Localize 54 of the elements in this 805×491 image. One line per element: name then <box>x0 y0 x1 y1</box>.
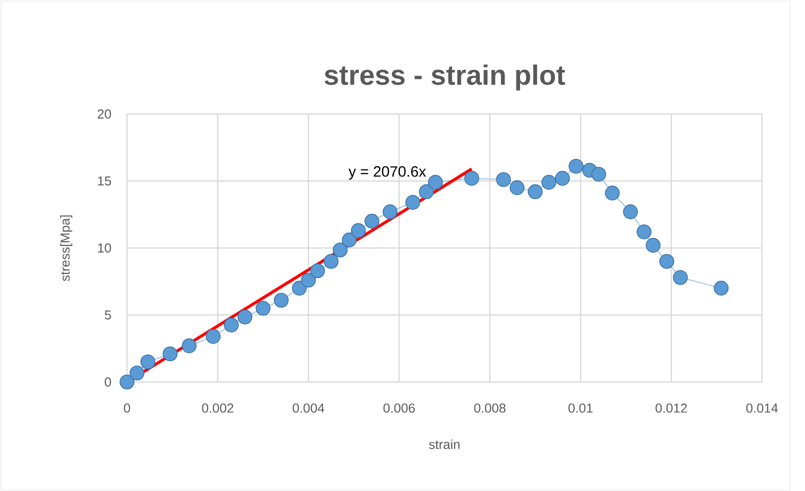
point <box>382 204 398 220</box>
x-tick-label: 0.014 <box>746 404 778 413</box>
point <box>364 214 380 229</box>
annotation: y = 2070.6x <box>348 166 426 180</box>
point <box>324 254 339 269</box>
point <box>714 280 729 296</box>
point <box>646 238 661 253</box>
point <box>182 338 197 354</box>
y-tick-label: 10 <box>98 243 111 253</box>
point <box>238 310 252 324</box>
chart-title: stress - strain plot <box>324 64 566 90</box>
point <box>568 158 584 174</box>
point <box>418 184 434 200</box>
y-tick-label: 5 <box>104 310 111 320</box>
point <box>292 280 307 296</box>
point <box>256 300 270 316</box>
x-tick-label: 0.012 <box>656 404 687 413</box>
y-tick-label: 15 <box>98 176 111 186</box>
point <box>541 174 556 190</box>
point <box>342 232 357 248</box>
y-tick-label: 0 <box>104 377 111 387</box>
point <box>672 270 688 285</box>
point <box>224 318 239 332</box>
point <box>405 195 420 210</box>
x-tick-label: 0.008 <box>474 404 506 413</box>
x-tick-label: 0.002 <box>202 404 234 413</box>
y-axis-title: stress[Mpa] <box>60 215 72 282</box>
point <box>120 374 134 390</box>
point <box>274 292 289 308</box>
point <box>428 174 443 190</box>
point <box>496 172 511 188</box>
point <box>591 166 606 182</box>
point <box>555 170 570 186</box>
point <box>332 242 348 258</box>
point <box>310 263 325 278</box>
point <box>162 346 178 362</box>
point <box>623 204 638 220</box>
point <box>464 170 480 186</box>
x-tick-label: 0.01 <box>568 404 593 413</box>
y-tick-label: 20 <box>98 109 111 119</box>
point <box>659 254 674 269</box>
point <box>301 272 316 288</box>
x-axis-title: strain <box>429 440 460 450</box>
x-tick-label: 0.006 <box>383 404 415 413</box>
point <box>636 224 652 240</box>
point <box>206 329 221 344</box>
x-tick-label: 0 <box>124 404 130 413</box>
point <box>130 366 144 380</box>
point <box>140 354 156 370</box>
point <box>528 184 543 200</box>
point <box>350 223 366 238</box>
x-tick-label: 0.004 <box>292 404 324 413</box>
point <box>510 180 524 196</box>
point <box>604 186 620 200</box>
